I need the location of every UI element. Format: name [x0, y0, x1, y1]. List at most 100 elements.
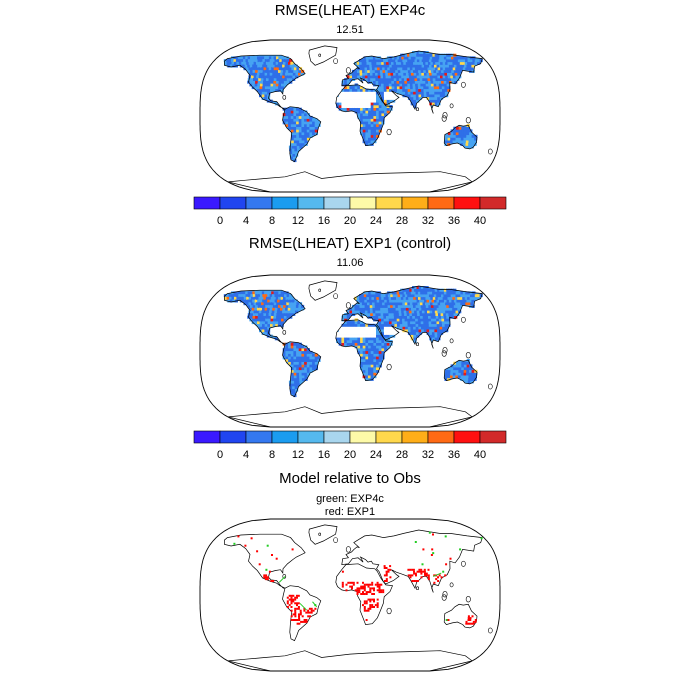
panel2-field-cell [420, 304, 424, 308]
panel2-field-cell [298, 353, 302, 357]
panel2-field-cell [373, 345, 377, 349]
panel2-field-cell [354, 326, 358, 330]
panel2-field-cell [429, 291, 433, 295]
panel1-field-cell [247, 59, 252, 63]
panel2-field-cell [432, 334, 436, 338]
colorbar-panel2-tick-label: 12 [292, 449, 304, 461]
panel1-field-cell [418, 69, 422, 73]
panel1-field-cell [362, 105, 366, 108]
panel1-field-cell [290, 134, 295, 138]
panel1-field-cell [437, 75, 441, 79]
panel2-field-cell [391, 296, 395, 300]
panel2-field-cell [399, 291, 403, 295]
panel2-field-cell [259, 291, 263, 295]
panel1-field-cell [276, 78, 280, 81]
panel2-field-cell [309, 364, 313, 368]
exp1-worse-marker [296, 622, 299, 625]
panel2-field-cell [365, 337, 369, 341]
panel2-field-cell [420, 288, 424, 292]
panel1-field-cell [424, 59, 428, 63]
panel1-field-cell [370, 102, 374, 106]
panel2-field-cell [281, 313, 285, 316]
panel1-field-cell [277, 88, 282, 92]
panel1-field-cell [357, 88, 361, 92]
panel1-field-cell [268, 56, 273, 60]
panel1-field-cell [452, 72, 456, 76]
panel1-field-cell [297, 148, 301, 152]
panel2-field-cell [376, 361, 380, 365]
panel1-field-cell [290, 113, 294, 117]
panel1-field-cell [341, 105, 345, 108]
panel2-field-cell [245, 294, 249, 298]
panel1-field-cell [296, 129, 300, 133]
panel1-field-cell [370, 110, 374, 114]
panel1-field-cell [477, 59, 481, 63]
panel2-field-cell [430, 313, 434, 316]
panel1-field-cell [257, 69, 261, 73]
panel1-field-cell [397, 91, 401, 95]
panel2-field-cell [298, 345, 302, 349]
panel1-field-cell [462, 61, 466, 65]
panel2-field-cell [368, 372, 372, 376]
panel2-field-cell [376, 340, 380, 343]
panel2-field-cell [383, 313, 387, 316]
panel2-field-cell [290, 350, 294, 354]
panel2-field-cell [438, 313, 442, 316]
exp1-worse-marker [299, 611, 302, 614]
panel1-field-cell [259, 88, 263, 92]
panel2-field-cell [407, 294, 411, 298]
panel1-field-cell [367, 142, 372, 146]
panel2-field-cell [417, 302, 421, 306]
panel2-field-cell [349, 331, 353, 335]
panel2-field-cell [294, 380, 298, 384]
panel2-field-cell [423, 318, 427, 322]
panel2-field-cell [296, 375, 300, 379]
panel2-field-cell [252, 315, 256, 319]
panel2-field-cell [288, 353, 292, 357]
panel2-field-cell [365, 369, 369, 373]
panel1-field-cell [280, 69, 284, 73]
panel1-field-cell [378, 107, 382, 111]
panel1-field-cell [298, 69, 302, 73]
panel2-field-cell [375, 313, 379, 316]
panel1-field-cell [436, 59, 440, 63]
panel1-field-cell [403, 61, 407, 65]
panel1-field-cell [460, 137, 464, 141]
panel1-field-cell [251, 67, 255, 71]
panel1-field-cell [309, 126, 313, 130]
exp1-worse-marker [308, 611, 311, 614]
exp1-worse-marker [356, 591, 359, 594]
panel1-field-cell [383, 80, 387, 84]
panel2-field-cell [314, 367, 318, 371]
exp1-worse-marker [307, 615, 310, 618]
panel1-field-cell [404, 59, 408, 63]
panel1-field-cell [288, 69, 292, 73]
panel1-field-cell [375, 59, 380, 63]
colorbar-panel2-tick-label: 24 [370, 449, 382, 461]
exp1-worse-marker [290, 609, 293, 612]
panel1-field-cell [368, 99, 372, 103]
panel2-field-cell [354, 321, 358, 325]
panel1-field-cell [450, 137, 454, 141]
panel2-field-cell [423, 321, 427, 325]
panel1-field-cell [284, 78, 288, 81]
panel1-field-cell [381, 91, 385, 95]
panel2-field-cell [367, 315, 371, 319]
colorbar-panel2-tick-label: 28 [396, 449, 408, 461]
exp1-worse-marker [341, 583, 344, 586]
panel2-field-cell [379, 299, 383, 303]
panel1-field-cell [414, 51, 418, 54]
panel1-field-cell [368, 110, 372, 114]
panel1-field-cell [370, 80, 374, 84]
panel2-field-cell [463, 364, 468, 368]
panel1-field-cell [373, 118, 377, 122]
panel2-field-cell [402, 321, 406, 325]
panel2-field-cell [453, 367, 457, 371]
panel1-field-cell [407, 91, 411, 95]
panel2-field-cell [447, 372, 451, 376]
panel1-field-cell [461, 132, 465, 136]
panel1-field-cell [438, 83, 442, 87]
panel2-field-cell [290, 307, 294, 311]
panel2-field-cell [396, 296, 400, 300]
panel1-field-cell [262, 59, 266, 63]
